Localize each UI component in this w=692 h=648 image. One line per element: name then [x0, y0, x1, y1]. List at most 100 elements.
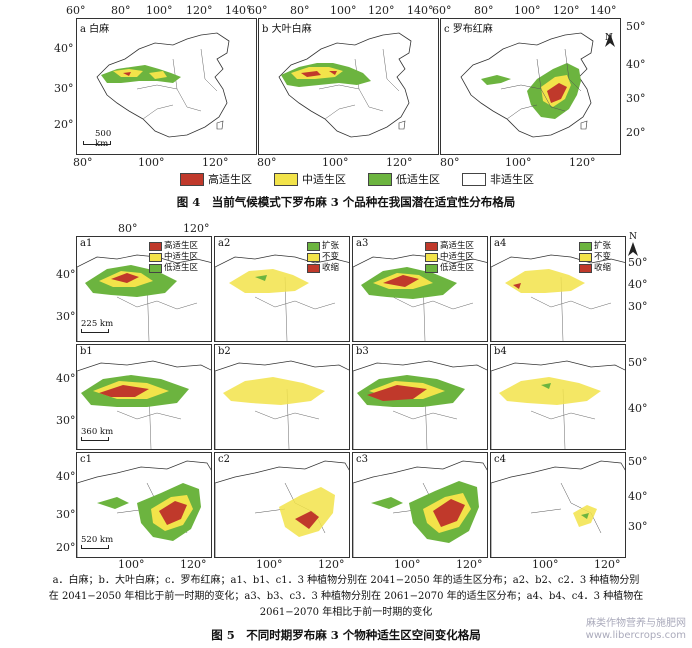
legend-label: 低适生区	[396, 173, 440, 186]
legend-label: 高适生区	[164, 241, 199, 251]
map-panel-a4: a4 扩张 不变 收缩	[490, 236, 626, 342]
panel-tag: c1	[80, 454, 92, 465]
panel-tag: a1	[80, 238, 93, 249]
china-map	[491, 360, 625, 449]
legend-label: 非适生区	[490, 173, 534, 186]
panel-tag: b3	[356, 346, 369, 357]
china-map	[491, 460, 625, 557]
north-arrow-icon	[605, 33, 615, 47]
lat-tick: 40°	[56, 268, 76, 281]
figure-5-note-line1: a．白麻；b．大叶白麻；c．罗布红麻；a1、b1、c1．3 种植物分别在 204…	[52, 575, 640, 586]
panel-tag: b 大叶白麻	[262, 20, 312, 35]
panel-tag: c3	[356, 454, 368, 465]
legend-item: 低适生区	[368, 171, 440, 187]
lon-tick: 80°	[440, 156, 460, 169]
panel-tag: a3	[356, 238, 369, 249]
panel-tag: b1	[80, 346, 93, 357]
china-map	[278, 32, 412, 138]
legend-label: 扩张	[322, 241, 340, 251]
legend-item: 高适生区	[180, 171, 252, 187]
legend-label: 不变	[594, 252, 612, 262]
panel-tag: c 罗布红麻	[444, 20, 493, 35]
lon-tick: 100°	[532, 558, 559, 571]
watermark-line: 麻类作物营养与施肥网	[586, 618, 686, 629]
fig4-legend: 高适生区 中适生区 低适生区 非适生区	[180, 171, 534, 187]
lon-tick: 100°	[514, 4, 541, 17]
suitability-legend: 高适生区 中适生区 低适生区	[425, 241, 474, 274]
lon-tick: 120°	[594, 558, 621, 571]
lon-tick: 100°	[256, 558, 283, 571]
lon-tick: 60°	[248, 4, 268, 17]
lon-tick: 120°	[553, 4, 580, 17]
lat-tick: 50°	[628, 256, 648, 269]
lat-tick: 40°	[628, 402, 648, 415]
lat-tick: 30°	[628, 300, 648, 313]
lat-tick: 50°	[626, 20, 646, 33]
figure-5-caption: 图 5 不同时期罗布麻 3 个物种适生区空间变化格局	[211, 628, 481, 642]
scale-label: 520 km	[81, 535, 114, 545]
lon-tick: 80°	[474, 4, 494, 17]
north-label: N	[629, 232, 637, 242]
lat-tick: 30°	[628, 520, 648, 533]
china-map	[77, 360, 211, 449]
lat-tick: 20°	[54, 118, 74, 131]
panel-tag: a4	[494, 238, 507, 249]
legend-swatch	[368, 172, 392, 186]
watermark: 麻类作物营养与施肥网 www.libercrops.com	[586, 618, 686, 642]
lon-tick: 120°	[318, 558, 345, 571]
china-map	[215, 360, 349, 449]
map-panel-b3: b3	[352, 344, 488, 450]
lat-tick: 40°	[56, 372, 76, 385]
china-map	[96, 32, 230, 138]
scale-label: 500 km	[95, 129, 112, 149]
legend-label: 低适生区	[440, 263, 475, 273]
lon-tick: 120°	[386, 156, 413, 169]
scale-bar: 225 km	[81, 319, 113, 333]
legend-label: 不变	[322, 252, 340, 262]
map-panel-c1: c1 520 km	[76, 452, 212, 558]
legend-label: 中适生区	[164, 252, 199, 262]
lon-tick: 100°	[118, 558, 145, 571]
lon-tick: 80°	[257, 156, 277, 169]
lon-tick: 140°	[225, 4, 252, 17]
lon-tick: 120°	[183, 222, 210, 235]
panel-tag: c2	[218, 454, 230, 465]
china-map	[215, 254, 349, 341]
legend-label: 扩张	[594, 241, 612, 251]
panel-tag: a 白麻	[80, 20, 110, 35]
panel-tag: c4	[494, 454, 506, 465]
lon-tick: 120°	[456, 558, 483, 571]
legend-label: 高适生区	[440, 241, 475, 251]
map-panel-a2: a2 扩张 不变 收缩	[214, 236, 350, 342]
lat-tick: 40°	[628, 278, 648, 291]
lon-tick: 140°	[407, 4, 434, 17]
legend-swatch	[462, 172, 486, 186]
map-panel-c: c 罗布红麻 N	[440, 18, 621, 155]
figure-5-note-line2: 在 2041−2050 年相比于前一时期的变化；a3、b3、c3．3 种植物分别…	[48, 591, 644, 602]
suitability-legend: 高适生区 中适生区 低适生区	[149, 241, 198, 274]
watermark-line: www.libercrops.com	[585, 630, 686, 641]
legend-label: 中适生区	[440, 252, 475, 262]
lat-tick: 30°	[54, 82, 74, 95]
legend-label: 中适生区	[302, 173, 346, 186]
map-panel-c3: c3	[352, 452, 488, 558]
lon-tick: 120°	[186, 4, 213, 17]
legend-item: 中适生区	[274, 171, 346, 187]
lat-tick: 30°	[56, 310, 76, 323]
legend-label: 高适生区	[208, 173, 252, 186]
lat-tick: 20°	[56, 541, 76, 554]
lat-tick: 50°	[628, 356, 648, 369]
lon-tick: 80°	[111, 4, 131, 17]
map-panel-b4: b4	[490, 344, 626, 450]
north-arrow: N	[605, 33, 615, 47]
lon-tick: 100°	[394, 558, 421, 571]
legend-label: 低适生区	[164, 263, 199, 273]
map-panel-c2: c2	[214, 452, 350, 558]
china-map	[353, 460, 487, 557]
china-map	[77, 254, 211, 341]
lon-tick: 120°	[180, 558, 207, 571]
map-panel-a: a 白麻 500 km	[76, 18, 257, 155]
map-panel-a1: a1 高适生区 中适生区 低适生区 225 km	[76, 236, 212, 342]
panel-tag: b2	[218, 346, 231, 357]
lon-tick: 120°	[569, 156, 596, 169]
